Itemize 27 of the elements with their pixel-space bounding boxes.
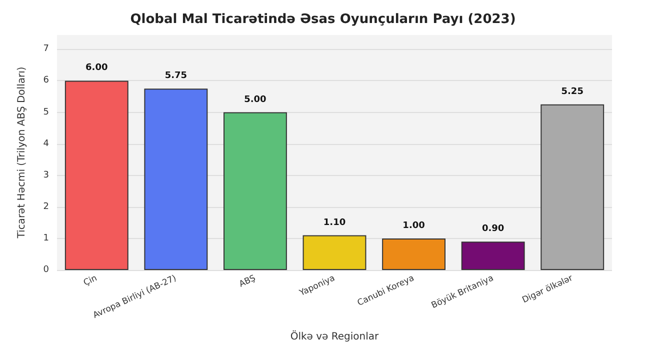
data-label: 5.25	[561, 86, 584, 97]
data-label: 6.00	[86, 63, 108, 74]
bar	[382, 238, 446, 270]
y-tick-label: 3	[43, 170, 49, 180]
data-label: 1.00	[402, 220, 425, 231]
bar	[224, 112, 287, 270]
x-axis-title: Ölkə və Regionlar	[290, 330, 380, 342]
data-label: 5.75	[164, 71, 188, 82]
y-axis-title: Ticarət Həcmi (Trilyon ABŞ Dolları)	[16, 66, 28, 240]
bar	[64, 80, 128, 270]
x-tick-label: ABŞ	[238, 273, 258, 290]
y-tick-label: 0	[43, 265, 50, 275]
x-tick-label: Çin	[82, 273, 99, 288]
y-tick-label: 5	[43, 107, 49, 118]
y-tick-label: 2	[43, 202, 49, 212]
bar	[540, 104, 604, 270]
y-tick-label: 1	[43, 233, 49, 244]
bar	[302, 235, 366, 270]
data-label: 1.10	[323, 218, 346, 228]
data-label: 5.00	[244, 94, 266, 105]
chart-title: Qlobal Mal Ticarətində Əsas Oyunçuların Payı (2023)	[130, 12, 516, 27]
bar	[144, 88, 208, 270]
y-tick-label: 7	[43, 44, 49, 54]
data-label: 0.90	[482, 224, 504, 234]
bar	[461, 242, 525, 270]
y-tick-label: 4	[43, 138, 50, 149]
y-tick-label: 6	[43, 76, 50, 86]
